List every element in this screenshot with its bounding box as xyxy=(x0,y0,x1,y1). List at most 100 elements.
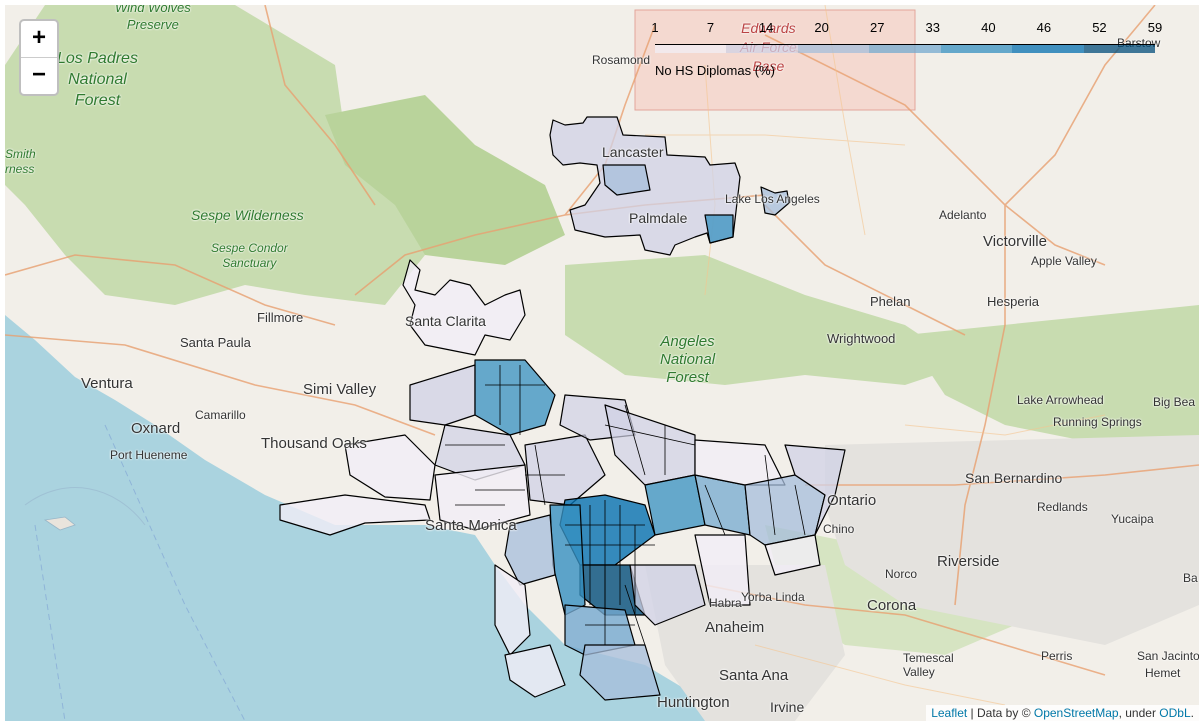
label-oxnard: Oxnard xyxy=(131,420,181,437)
legend-baseline xyxy=(655,44,1155,45)
legend-tick-label: 27 xyxy=(869,20,885,35)
label-wrightwood: Wrightwood xyxy=(827,331,896,346)
label-san-jacinto: San Jacinto xyxy=(1137,649,1199,663)
region-lancaster-core xyxy=(602,164,651,196)
island-outline xyxy=(24,487,146,526)
legend-tick-label: 7 xyxy=(706,20,715,35)
leaflet-link[interactable]: Leaflet xyxy=(931,706,968,720)
choropleth-tracts xyxy=(279,116,846,701)
legend-color-swatch xyxy=(797,45,870,53)
tract-borders xyxy=(445,365,806,646)
region-downey xyxy=(629,564,706,626)
label-anaheim: Anaheim xyxy=(705,619,765,636)
legend-color-swatch xyxy=(1083,45,1155,53)
region-diamond-bar xyxy=(764,534,821,576)
forest-san-bernardino xyxy=(905,305,1199,455)
zoom-control: + − xyxy=(19,19,59,96)
label-irvine: Irvine xyxy=(770,699,805,715)
label-chino: Chino xyxy=(823,522,855,536)
label-hemet: Hemet xyxy=(1145,666,1181,680)
legend-colorbar xyxy=(655,45,1155,53)
legend-tick-label: 46 xyxy=(1036,20,1052,35)
anacapa-island xyxy=(43,516,76,531)
label-santa-ana: Santa Ana xyxy=(719,667,789,684)
label-ba: Ba xyxy=(1183,571,1198,585)
region-malibu xyxy=(279,494,431,536)
label-yucaipa: Yucaipa xyxy=(1111,512,1154,526)
label-adelanto: Adelanto xyxy=(939,208,987,222)
attribution-sep: | Data by © xyxy=(967,706,1034,720)
label-apple-valley: Apple Valley xyxy=(1031,254,1097,268)
label-angeles-nf: Angeles National Forest xyxy=(660,333,716,386)
forest-angeles xyxy=(565,255,965,385)
label-camarillo: Camarillo xyxy=(195,408,246,422)
attribution: Leaflet | Data by © OpenStreetMap, under… xyxy=(926,705,1199,721)
label-redlands: Redlands xyxy=(1037,500,1088,514)
map-view[interactable]: Wind Wolves Preserve Los Padres National… xyxy=(5,5,1199,721)
region-la-west xyxy=(434,464,531,531)
legend-color-swatch xyxy=(940,45,1013,53)
odbl-link[interactable]: ODbL xyxy=(1159,706,1191,720)
label-perris: Perris xyxy=(1041,649,1073,663)
label-sespe-condor: Sespe Condor Sanctuary xyxy=(211,241,288,270)
label-phelan: Phelan xyxy=(870,294,911,309)
ocean-boundary-lines xyxy=(34,424,246,721)
forest-sespe xyxy=(325,95,565,265)
region-hollywood xyxy=(524,434,606,506)
label-temescal: Temescal Valley xyxy=(903,651,954,679)
label-lake-los-angeles: Lake Los Angeles xyxy=(725,192,820,206)
legend-color-swatch xyxy=(726,45,798,53)
label-santa-paula: Santa Paula xyxy=(180,335,251,350)
label-santa-monica: Santa Monica xyxy=(425,517,517,534)
legend-caption: No HS Diplomas (%) xyxy=(655,63,775,78)
label-hesperia: Hesperia xyxy=(987,294,1040,309)
legend-tick-label: 20 xyxy=(814,20,829,35)
label-lake-arrowhead: Lake Arrowhead xyxy=(1017,393,1104,407)
region-lake-la xyxy=(760,186,790,216)
label-port-hueneme: Port Hueneme xyxy=(110,448,188,462)
label-riverside: Riverside xyxy=(937,553,1000,570)
label-running-springs: Running Springs xyxy=(1053,415,1142,429)
legend-tick-label: 40 xyxy=(981,20,996,35)
region-santa-clarita xyxy=(402,259,526,356)
edwards-afb xyxy=(634,9,916,111)
region-inglewood xyxy=(504,514,556,586)
label-rosamond: Rosamond xyxy=(592,53,651,67)
region-calabasas xyxy=(344,434,436,501)
label-sespe-wilderness: Sespe Wilderness xyxy=(191,207,304,223)
legend-tick-label: 52 xyxy=(1092,20,1107,35)
label-smith: Smith rness xyxy=(5,147,36,176)
label-santa-clarita: Santa Clarita xyxy=(405,313,486,329)
label-big-bear: Big Bea xyxy=(1153,395,1196,409)
label-ventura: Ventura xyxy=(81,375,133,392)
osm-link[interactable]: OpenStreetMap xyxy=(1033,706,1119,720)
zoom-out-button[interactable]: − xyxy=(31,61,46,88)
region-sgv-west xyxy=(644,474,706,536)
legend-color-swatch xyxy=(1012,45,1084,53)
region-palmdale-east xyxy=(704,214,734,244)
label-corona: Corona xyxy=(867,597,917,614)
label-habra: Habra xyxy=(709,596,742,610)
region-sfv-west xyxy=(409,364,476,426)
label-norco: Norco xyxy=(885,567,918,581)
zoom-in-button[interactable]: + xyxy=(21,21,57,58)
map-tiles xyxy=(5,5,1199,721)
attribution-end: . xyxy=(1190,706,1194,720)
label-wind-wolves: Wind Wolves Preserve xyxy=(115,5,191,32)
label-simi-valley: Simi Valley xyxy=(303,381,377,398)
label-los-padres: Los Padres National Forest xyxy=(57,50,138,109)
region-beach-cities xyxy=(494,564,531,656)
label-yorba-linda: Yorba Linda xyxy=(741,590,805,604)
legend-tick-label: 33 xyxy=(925,20,940,35)
legend-tick-label: 59 xyxy=(1147,20,1163,35)
forest-los-padres xyxy=(5,5,425,305)
label-victorville: Victorville xyxy=(983,233,1047,250)
label-thousand-oaks: Thousand Oaks xyxy=(261,435,367,452)
urban-inland-empire xyxy=(825,435,1199,645)
attribution-under: , under xyxy=(1118,706,1160,720)
legend-color-swatch xyxy=(655,45,727,53)
color-legend: 1 7 14 20 27 33 40 46 52 59 No HS Diplomas (%) xyxy=(645,17,1165,78)
label-palmdale: Palmdale xyxy=(629,210,688,226)
label-ontario: Ontario xyxy=(827,492,877,509)
region-sfv-north xyxy=(474,359,556,436)
